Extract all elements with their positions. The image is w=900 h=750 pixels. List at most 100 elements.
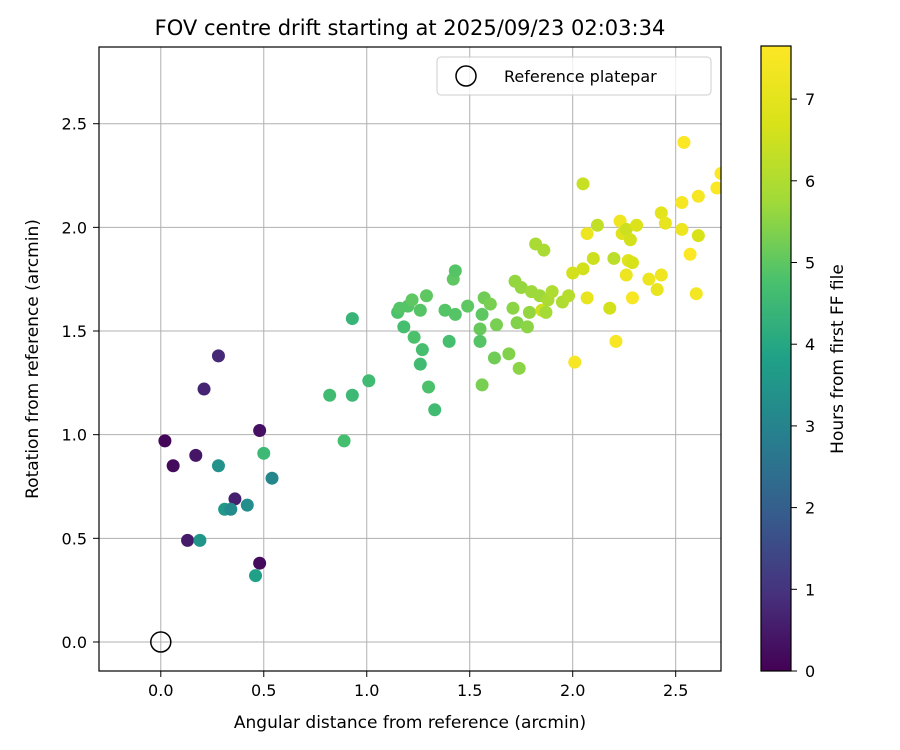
- data-point: [422, 380, 436, 394]
- y-tick-label: 0.5: [62, 529, 87, 548]
- data-point: [576, 177, 590, 191]
- colorbar-ticks: 0 1 2 3 4 5 6 7: [791, 90, 815, 681]
- y-tick-label: 1.5: [62, 322, 87, 341]
- colorbar-tick-label: 6: [805, 172, 815, 191]
- x-tick-label: 0.0: [148, 681, 173, 700]
- data-point: [689, 287, 703, 301]
- data-point: [677, 135, 691, 149]
- y-tick-label: 0.0: [62, 633, 87, 652]
- data-point: [362, 374, 376, 388]
- data-point: [473, 334, 487, 348]
- legend: Reference platepar: [436, 56, 712, 96]
- data-point: [249, 569, 263, 583]
- data-point: [473, 322, 487, 336]
- data-point: [211, 459, 225, 473]
- y-axis-ticks: 0.0 0.5 1.0 1.5 2.0 2.5: [62, 115, 99, 652]
- data-point: [675, 195, 689, 209]
- data-point: [506, 301, 520, 315]
- legend-entry-label: Reference platepar: [504, 67, 657, 86]
- data-point: [714, 166, 721, 180]
- y-axis-title: Rotation from reference (arcmin): [23, 219, 43, 499]
- data-points: [158, 135, 721, 583]
- data-point: [607, 251, 621, 265]
- data-point: [603, 301, 617, 315]
- data-point: [654, 206, 668, 220]
- legend-open-circle-icon: [455, 65, 477, 87]
- data-point: [483, 297, 497, 311]
- data-point: [448, 307, 462, 321]
- data-point: [650, 283, 664, 297]
- colorbar-tick-label: 5: [805, 254, 815, 273]
- colorbar-tick-label: 1: [805, 580, 815, 599]
- data-point: [253, 424, 267, 438]
- data-point: [691, 229, 705, 243]
- colorbar-tick-label: 3: [805, 417, 815, 436]
- chart-title: FOV centre drift starting at 2025/09/23 …: [155, 16, 666, 40]
- x-tick-label: 2.0: [560, 681, 585, 700]
- data-point: [502, 347, 516, 361]
- colorbar-tick-label: 4: [805, 335, 815, 354]
- colorbar-label: Hours from first FF file: [828, 264, 848, 454]
- data-point: [181, 533, 195, 547]
- data-point: [442, 334, 456, 348]
- data-point: [568, 355, 582, 369]
- data-point: [566, 266, 580, 280]
- data-point: [590, 218, 604, 232]
- data-point: [710, 181, 721, 195]
- data-point: [419, 289, 433, 303]
- data-point: [337, 434, 351, 448]
- data-point: [211, 349, 225, 363]
- data-point: [345, 388, 359, 402]
- data-point: [490, 318, 504, 332]
- data-point: [415, 343, 429, 357]
- data-point: [193, 533, 207, 547]
- x-tick-label: 1.5: [457, 681, 482, 700]
- colorbar-tick-label: 7: [805, 90, 815, 109]
- data-point: [189, 448, 203, 462]
- data-point: [625, 256, 639, 270]
- data-point: [520, 320, 534, 334]
- data-point: [576, 262, 590, 276]
- data-point: [407, 330, 421, 344]
- x-axis-ticks: 0.0 0.5 1.0 1.5 2.0 2.5: [148, 671, 688, 700]
- data-point: [475, 307, 489, 321]
- x-tick-label: 2.5: [663, 681, 688, 700]
- colorbar-frame: [760, 45, 792, 672]
- reference-point-marker: [150, 631, 172, 653]
- data-point: [228, 492, 242, 506]
- y-tick-label: 2.5: [62, 115, 87, 134]
- data-point: [623, 233, 637, 247]
- data-point: [580, 227, 594, 241]
- data-point: [487, 351, 501, 365]
- data-point: [253, 556, 267, 570]
- y-tick-label: 1.0: [62, 426, 87, 445]
- x-tick-label: 1.0: [354, 681, 379, 700]
- colorbar-gradient: [761, 46, 791, 671]
- x-tick-label: 0.5: [251, 681, 276, 700]
- y-tick-label: 2.0: [62, 218, 87, 237]
- data-point: [609, 334, 623, 348]
- data-point: [224, 502, 238, 516]
- data-point: [323, 388, 337, 402]
- colorbar: 0 1 2 3 4 5 6 7 Hours from first FF file: [760, 45, 848, 681]
- data-point: [658, 216, 672, 230]
- colorbar-tick-label: 0: [805, 662, 815, 681]
- data-point: [522, 305, 536, 319]
- x-axis-title: Angular distance from reference (arcmin): [234, 713, 586, 733]
- data-point: [562, 289, 576, 303]
- data-point: [240, 498, 254, 512]
- data-point: [619, 268, 633, 282]
- data-point: [539, 305, 553, 319]
- data-point: [512, 361, 526, 375]
- data-point: [580, 291, 594, 305]
- data-point: [197, 382, 211, 396]
- data-point: [545, 285, 559, 299]
- data-point: [158, 434, 172, 448]
- data-point: [630, 218, 644, 232]
- data-point: [683, 247, 697, 261]
- plot-area: [99, 47, 721, 671]
- data-point: [166, 459, 180, 473]
- data-point: [510, 316, 524, 330]
- data-point: [586, 251, 600, 265]
